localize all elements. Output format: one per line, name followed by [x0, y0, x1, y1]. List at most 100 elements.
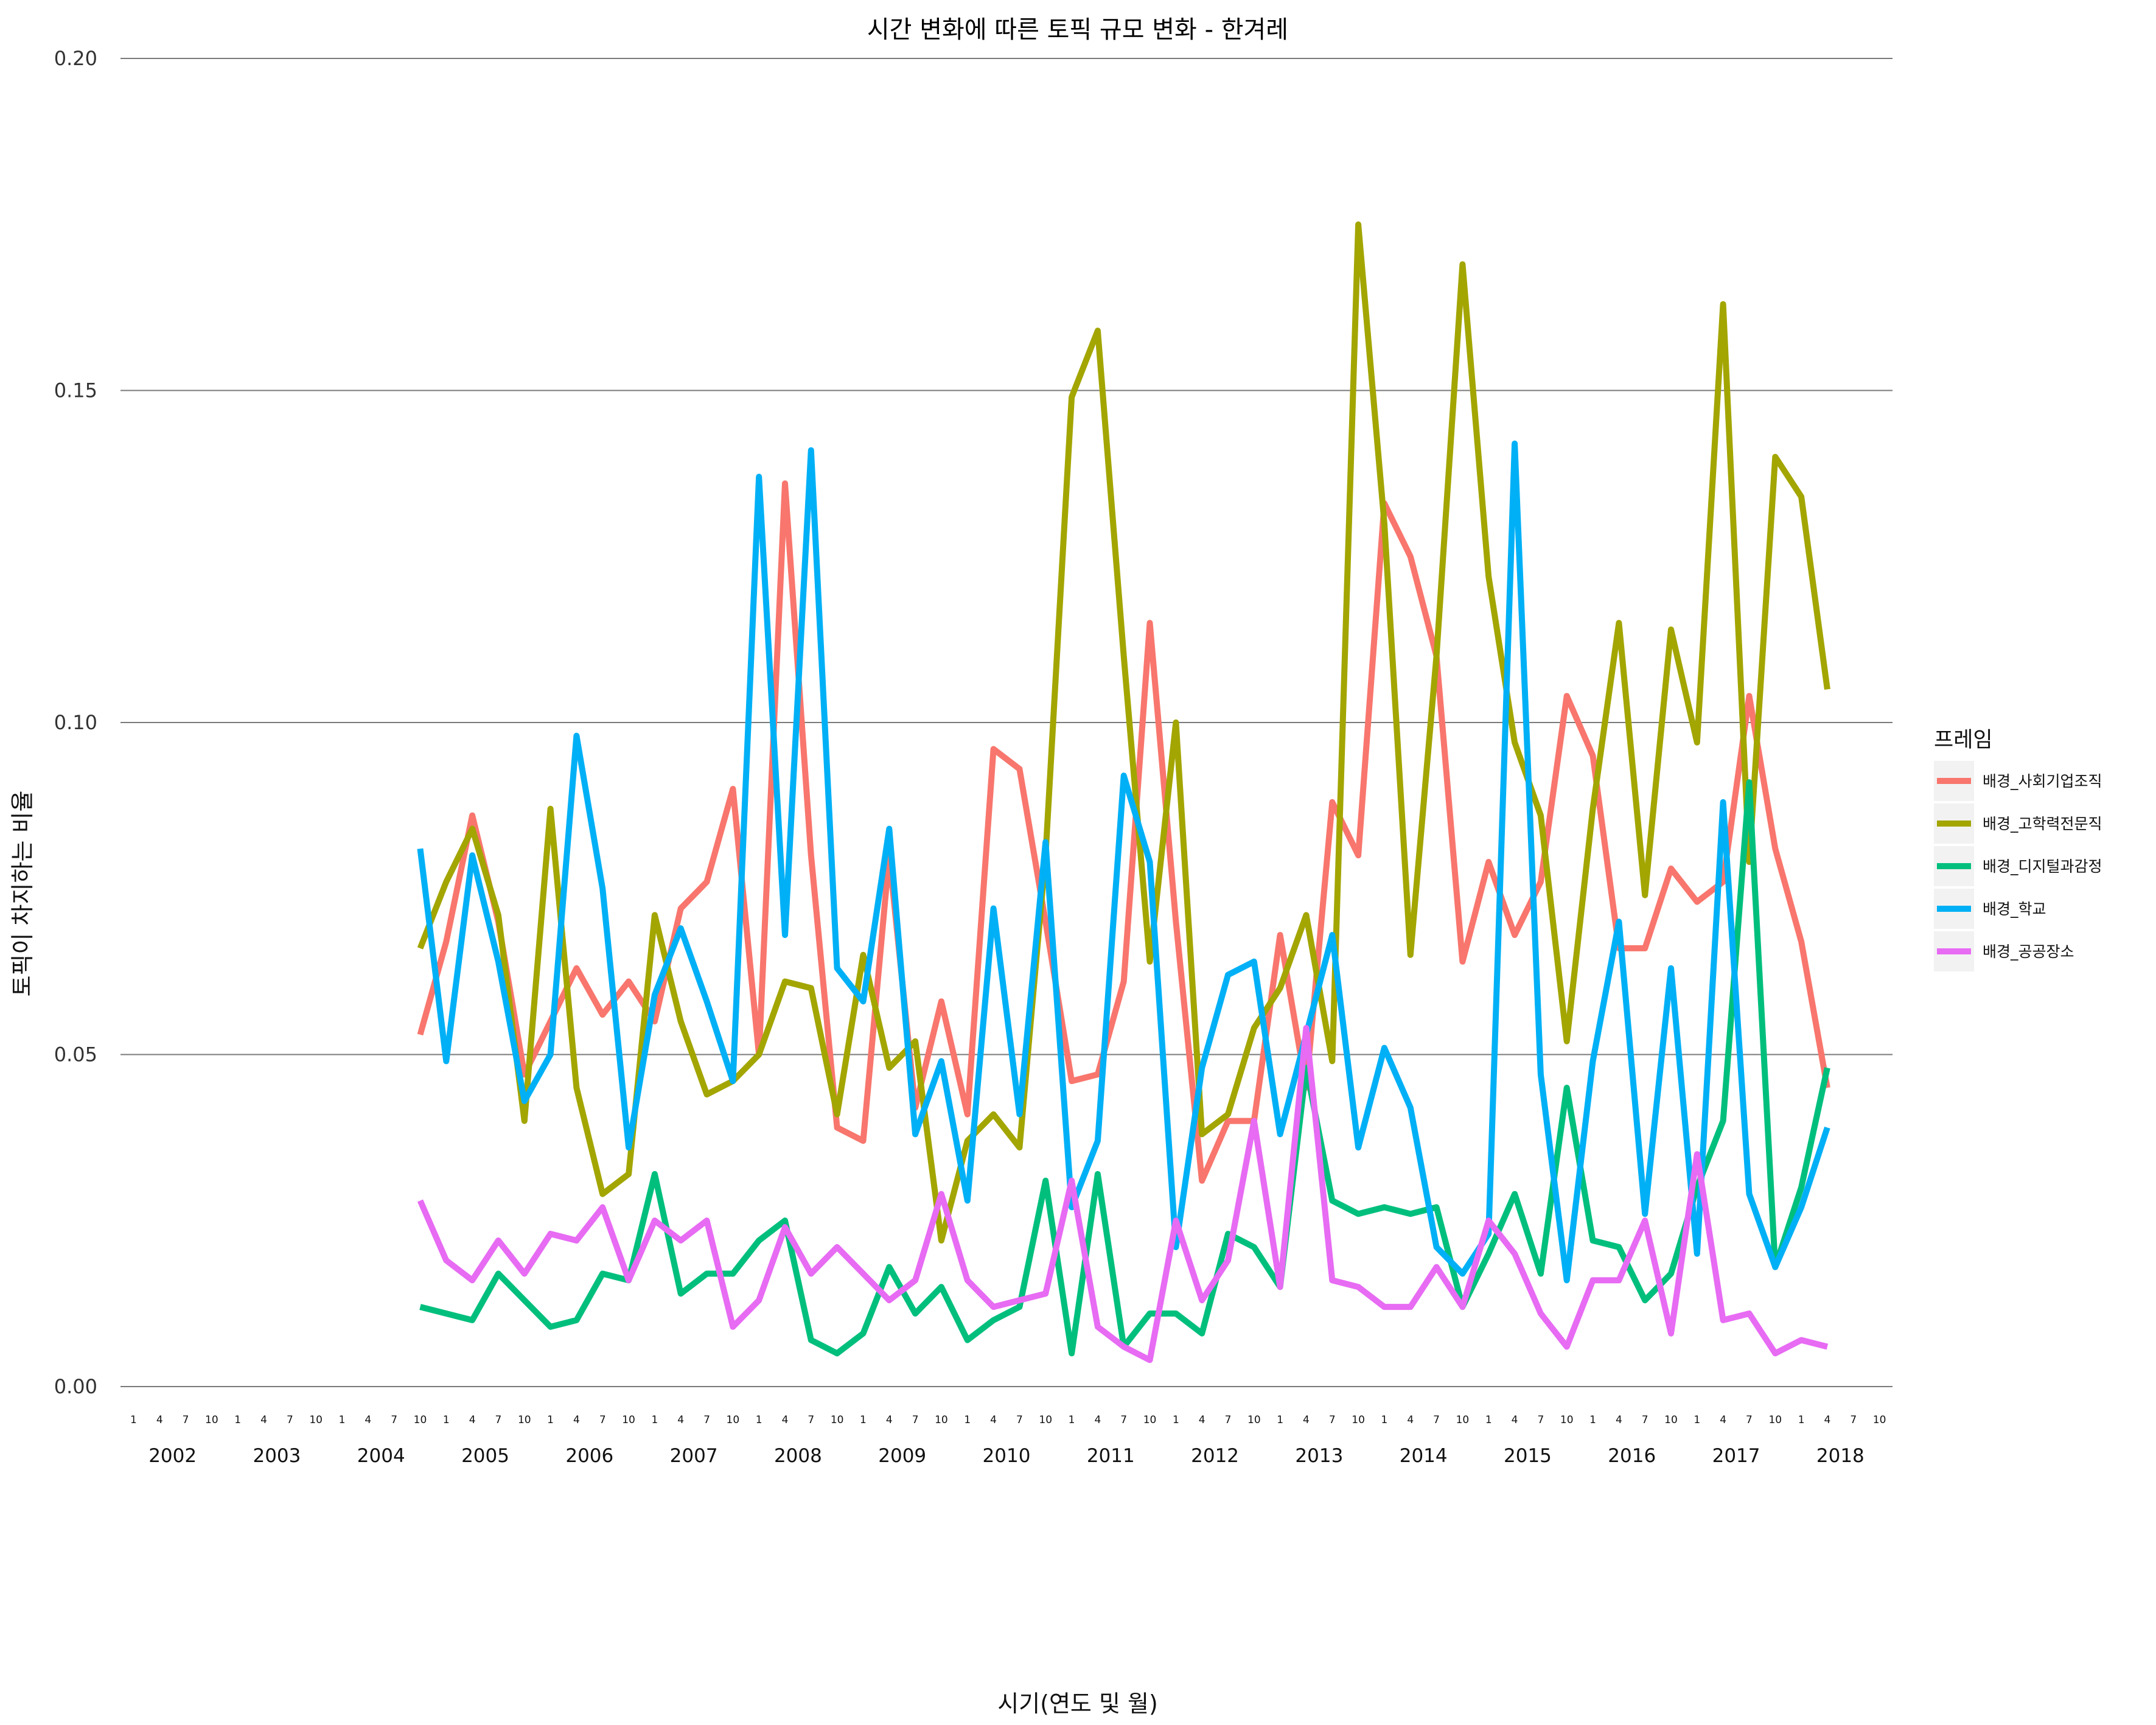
series-line-1 — [417, 480, 1830, 1184]
x-month-tick: 4 — [1720, 1414, 1726, 1426]
legend-label: 배경_학교 — [1983, 900, 2046, 918]
x-year-label: 2015 — [1504, 1445, 1552, 1467]
x-month-tick: 10 — [1560, 1414, 1574, 1426]
x-year-label: 2014 — [1400, 1445, 1448, 1467]
x-month-tick: 10 — [831, 1414, 844, 1426]
x-month-tick: 10 — [935, 1414, 948, 1426]
series-line-4 — [417, 440, 1830, 1284]
x-month-tick: 7 — [1850, 1414, 1857, 1426]
x-month-tick: 10 — [309, 1414, 323, 1426]
x-month-tick: 10 — [1768, 1414, 1782, 1426]
x-month-tick: 1 — [1381, 1414, 1388, 1426]
legend-title: 프레임 — [1934, 728, 1993, 752]
x-month-tick: 4 — [1824, 1414, 1831, 1426]
x-month-tick: 1 — [1069, 1414, 1075, 1426]
x-year-label: 2006 — [565, 1445, 613, 1467]
x-year-label: 2012 — [1191, 1445, 1239, 1467]
x-month-tick: 4 — [1303, 1414, 1310, 1426]
x-month-tick: 10 — [727, 1414, 740, 1426]
series-lines — [417, 221, 1830, 1363]
x-month-tick: 1 — [1277, 1414, 1283, 1426]
x-month-tick: 4 — [156, 1414, 163, 1426]
legend-label: 배경_공공장소 — [1983, 943, 2074, 960]
series-line-5 — [417, 1024, 1829, 1363]
x-year-label: 2004 — [357, 1445, 405, 1467]
x-month-tick: 7 — [1016, 1414, 1023, 1426]
x-month-tick: 7 — [808, 1414, 814, 1426]
x-year-label: 2011 — [1087, 1445, 1135, 1467]
x-month-tick: 10 — [1352, 1414, 1365, 1426]
x-month-tick: 1 — [547, 1414, 554, 1426]
grid-lines — [120, 58, 1893, 1387]
x-month-tick: 4 — [469, 1414, 476, 1426]
x-year-label: 2002 — [148, 1445, 197, 1467]
x-month-tick: 1 — [339, 1414, 346, 1426]
x-year-label: 2017 — [1712, 1445, 1760, 1467]
x-year-label: 2010 — [983, 1445, 1031, 1467]
x-month-tick: 7 — [1537, 1414, 1544, 1426]
x-axis-label: 시기(연도 및 월) — [997, 1690, 1158, 1717]
x-month-tick: 1 — [964, 1414, 971, 1426]
x-month-tick: 7 — [495, 1414, 502, 1426]
x-year-label: 2013 — [1295, 1445, 1343, 1467]
legend: 프레임 배경_사회기업조직배경_고학력전문직배경_디지털과감정배경_학교배경_공… — [1934, 728, 2102, 971]
x-month-tick: 7 — [703, 1414, 710, 1426]
x-month-tick: 1 — [443, 1414, 450, 1426]
x-month-tick: 7 — [183, 1414, 189, 1426]
x-month-tick: 7 — [1433, 1414, 1440, 1426]
y-axis-label: 토픽이 차지하는 비율 — [9, 791, 36, 997]
x-year-label: 2007 — [670, 1445, 718, 1467]
y-tick-label: 0.00 — [54, 1375, 97, 1398]
x-month-tick: 1 — [1485, 1414, 1492, 1426]
x-month-tick: 10 — [205, 1414, 218, 1426]
x-month-tick: 4 — [573, 1414, 580, 1426]
x-month-tick: 10 — [622, 1414, 635, 1426]
legend-label: 배경_사회기업조직 — [1983, 772, 2102, 790]
x-month-tick: 10 — [1456, 1414, 1470, 1426]
series-line-2 — [417, 221, 1830, 1244]
y-tick-label: 0.15 — [54, 379, 97, 402]
x-month-tick: 4 — [1407, 1414, 1414, 1426]
x-year-label: 2008 — [774, 1445, 822, 1467]
x-month-tick: 7 — [1329, 1414, 1336, 1426]
x-month-tick: 7 — [912, 1414, 919, 1426]
x-month-tick: 1 — [1694, 1414, 1700, 1426]
x-month-tick: 7 — [1746, 1414, 1753, 1426]
x-month-tick: 7 — [1225, 1414, 1232, 1426]
x-month-tick: 1 — [1798, 1414, 1805, 1426]
x-month-tick: 4 — [260, 1414, 267, 1426]
x-year-label: 2016 — [1608, 1445, 1656, 1467]
x-month-tick: 7 — [1120, 1414, 1127, 1426]
x-month-tick: 7 — [1642, 1414, 1648, 1426]
x-month-tick: 4 — [1199, 1414, 1205, 1426]
x-month-tick: 10 — [1143, 1414, 1157, 1426]
x-month-tick: 4 — [1616, 1414, 1622, 1426]
x-month-tick: 4 — [1512, 1414, 1518, 1426]
x-month-tick: 4 — [782, 1414, 789, 1426]
x-month-tick: 10 — [1664, 1414, 1678, 1426]
x-year-label: 2005 — [461, 1445, 509, 1467]
x-month-tick: 7 — [599, 1414, 606, 1426]
x-month-tick: 7 — [391, 1414, 397, 1426]
legend-label: 배경_디지털과감정 — [1983, 858, 2102, 875]
x-tick-labels: 1 4 7 10 2002 1 4 7 10 2003 1 4 7 10 2004 1 4 7 10 2005 1 4 7 1… — [130, 1414, 1886, 1467]
x-month-tick: 10 — [1873, 1414, 1886, 1426]
x-month-tick: 10 — [414, 1414, 427, 1426]
x-month-tick: 4 — [1094, 1414, 1101, 1426]
y-tick-label: 0.05 — [54, 1043, 97, 1066]
x-month-tick: 1 — [860, 1414, 867, 1426]
x-month-tick: 1 — [130, 1414, 137, 1426]
legend-label: 배경_고학력전문직 — [1983, 815, 2102, 833]
x-month-tick: 10 — [1039, 1414, 1052, 1426]
x-month-tick: 4 — [990, 1414, 997, 1426]
chart-title: 시간 변화에 따른 토픽 규모 변화 - 한겨레 — [867, 16, 1288, 44]
x-month-tick: 1 — [1173, 1414, 1179, 1426]
x-month-tick: 1 — [234, 1414, 241, 1426]
x-year-label: 2018 — [1816, 1445, 1865, 1467]
x-year-label: 2009 — [878, 1445, 926, 1467]
y-tick-labels: 0.00 0.05 0.10 0.15 0.20 — [54, 47, 97, 1398]
y-tick-label: 0.10 — [54, 711, 97, 734]
x-month-tick: 1 — [651, 1414, 658, 1426]
y-tick-label: 0.20 — [54, 47, 97, 70]
